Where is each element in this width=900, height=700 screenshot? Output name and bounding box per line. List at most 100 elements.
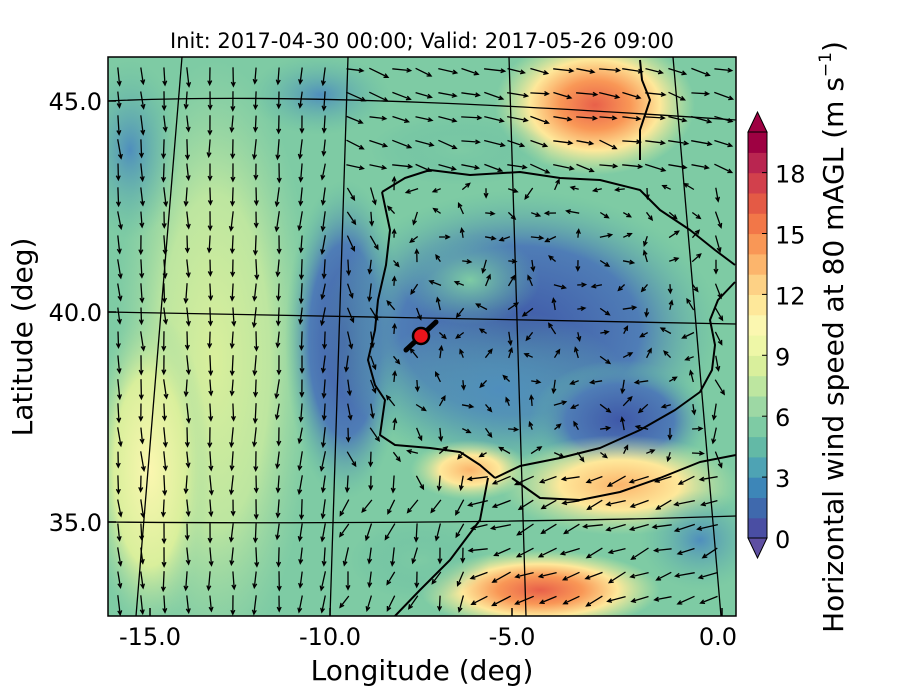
wind-arrow bbox=[569, 185, 579, 191]
colorbar-tick-label: 12 bbox=[775, 282, 806, 310]
wind-arrow bbox=[561, 571, 580, 581]
wind-arrow bbox=[321, 547, 327, 567]
wind-arrow bbox=[386, 595, 396, 612]
wind-arrow bbox=[553, 116, 573, 122]
wind-arrow bbox=[634, 424, 649, 430]
wind-arrow bbox=[553, 348, 561, 359]
colorbar-segment bbox=[748, 416, 767, 438]
wind-arrow bbox=[507, 302, 520, 311]
wind-arrow bbox=[392, 115, 411, 124]
y-tick-label: 45.0 bbox=[49, 88, 102, 116]
wind-arrow bbox=[714, 307, 724, 322]
wind-arrow bbox=[115, 163, 121, 182]
wind-arrow bbox=[622, 91, 642, 100]
wind-arrow bbox=[691, 164, 710, 170]
wind-arrow bbox=[714, 115, 734, 123]
wind-arrow bbox=[410, 283, 419, 295]
wind-arrow bbox=[585, 547, 603, 559]
wind-arrow bbox=[139, 547, 145, 565]
wind-arrow bbox=[696, 523, 718, 531]
wind-arrow bbox=[321, 259, 327, 280]
wind-arrow bbox=[369, 355, 377, 371]
wind-arrow bbox=[493, 547, 511, 557]
wind-arrow bbox=[711, 403, 717, 421]
wind-arrow bbox=[297, 523, 303, 542]
wind-arrow bbox=[320, 427, 326, 449]
wind-arrow bbox=[623, 325, 629, 334]
wind-arrow bbox=[207, 67, 213, 87]
wind-arrow bbox=[461, 403, 475, 409]
wind-arrow bbox=[275, 331, 281, 349]
wind-arrow bbox=[622, 139, 642, 145]
wind-arrow bbox=[455, 499, 465, 516]
wind-arrow bbox=[553, 163, 575, 171]
wind-arrow bbox=[229, 547, 235, 567]
wind-arrow bbox=[275, 451, 281, 470]
wind-arrow bbox=[599, 115, 618, 121]
wind-arrow bbox=[484, 139, 506, 148]
wind-arrow bbox=[208, 547, 214, 567]
wind-arrow bbox=[342, 547, 350, 567]
wind-arrow bbox=[162, 259, 168, 279]
wind-arrow bbox=[428, 279, 442, 287]
wind-arrow bbox=[275, 499, 281, 519]
wind-arrow bbox=[489, 524, 511, 531]
wind-arrow bbox=[160, 499, 166, 518]
wind-arrow bbox=[184, 139, 190, 161]
wind-arrow bbox=[139, 163, 145, 183]
colorbar-tick-label: 3 bbox=[775, 465, 790, 493]
wind-arrow bbox=[714, 331, 723, 346]
wind-arrow bbox=[653, 475, 672, 483]
wind-arrow bbox=[298, 571, 304, 589]
wind-arrow bbox=[299, 355, 305, 374]
wind-arrow bbox=[506, 92, 530, 98]
wind-arrow bbox=[461, 164, 481, 170]
wind-arrow bbox=[565, 209, 580, 215]
wind-arrow bbox=[507, 274, 516, 287]
wind-arrow bbox=[514, 595, 534, 605]
chart-title: Init: 2017-04-30 00:00; Valid: 2017-05-2… bbox=[170, 29, 674, 53]
wind-arrow bbox=[298, 163, 304, 183]
colorbar-tick-label: 15 bbox=[775, 222, 806, 250]
wind-arrow bbox=[140, 91, 146, 110]
wind-arrow bbox=[585, 475, 603, 484]
wind-arrow bbox=[228, 475, 235, 496]
wind-arrow bbox=[714, 91, 735, 101]
wind-arrow bbox=[484, 68, 507, 74]
wind-arrow bbox=[438, 395, 446, 407]
wind-arrow bbox=[645, 211, 654, 222]
wind-arrow bbox=[605, 499, 626, 507]
wind-arrow bbox=[677, 475, 695, 485]
wind-arrow bbox=[502, 374, 511, 382]
wind-arrow bbox=[116, 379, 123, 401]
wind-arrow bbox=[276, 571, 282, 592]
wind-arrow bbox=[361, 499, 373, 514]
wind-arrow bbox=[585, 595, 603, 607]
y-axis-label: Latitude (deg) bbox=[6, 238, 39, 437]
wind-arrow bbox=[321, 115, 327, 134]
wind-arrow bbox=[415, 475, 425, 491]
wind-arrow bbox=[438, 92, 458, 98]
wind-arrow bbox=[521, 307, 534, 317]
wind-arrow bbox=[415, 139, 435, 147]
wind-arrow bbox=[206, 139, 212, 159]
wind-arrow bbox=[392, 370, 398, 382]
wind-arrow bbox=[646, 449, 656, 454]
wind-arrow bbox=[491, 499, 511, 509]
wind-arrow bbox=[629, 499, 649, 508]
colorbar-segment bbox=[748, 395, 767, 417]
wind-arrow bbox=[498, 446, 511, 455]
wind-arrow bbox=[435, 253, 441, 262]
wind-arrow bbox=[161, 211, 167, 229]
wind-arrow bbox=[575, 228, 581, 238]
wind-arrow bbox=[600, 329, 610, 335]
wind-arrow bbox=[162, 451, 168, 472]
wind-arrow bbox=[614, 186, 625, 193]
wind-arrow bbox=[485, 210, 496, 216]
wind-arrow bbox=[622, 116, 642, 122]
wind-arrow bbox=[461, 92, 481, 98]
wind-arrow bbox=[622, 163, 644, 170]
wind-arrow bbox=[369, 379, 377, 394]
wind-arrow bbox=[553, 91, 573, 100]
wind-arrow bbox=[346, 307, 355, 324]
